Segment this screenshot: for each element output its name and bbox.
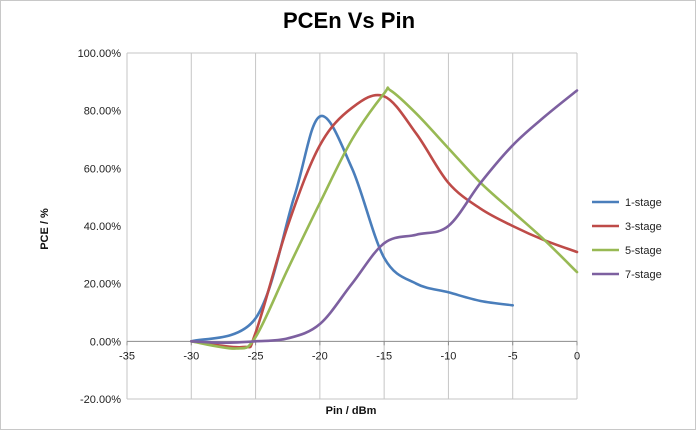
- x-tick-label: -35: [119, 350, 135, 362]
- chart-title: PCEn Vs Pin: [283, 8, 415, 33]
- legend-label-7-stage: 7-stage: [625, 269, 662, 281]
- legend: 1-stage 3-stage 5-stage 7-stage: [592, 197, 662, 281]
- series-line-7-stage: [190, 89, 579, 345]
- y-tick-label: 20.00%: [84, 279, 122, 291]
- x-tick-label: 0: [574, 350, 580, 362]
- x-tick-label: -5: [508, 350, 518, 362]
- series-line-1-stage: [190, 114, 514, 343]
- x-axis-ticks: -35 -30 -25 -20 -15 -10 -5 0: [119, 350, 580, 362]
- x-axis-label: Pin / dBm: [326, 405, 377, 417]
- y-tick-label: 80.00%: [84, 106, 122, 118]
- grid: [126, 52, 578, 400]
- y-tick-label: 0.00%: [90, 336, 121, 348]
- series-line-5-stage: [190, 86, 579, 350]
- y-axis-label: PCE / %: [39, 208, 51, 250]
- x-tick-label: -20: [312, 350, 328, 362]
- y-tick-label: 100.00%: [78, 48, 122, 60]
- series-group: [190, 86, 579, 350]
- series-line-3-stage: [190, 93, 579, 349]
- y-tick-label: 40.00%: [84, 221, 122, 233]
- x-tick-label: -25: [248, 350, 264, 362]
- x-tick-label: -15: [376, 350, 392, 362]
- y-axis-ticks: -20.00% 0.00% 20.00% 40.00% 60.00% 80.00% 100.…: [78, 48, 122, 406]
- x-tick-label: -10: [440, 350, 456, 362]
- y-tick-label: -20.00%: [80, 394, 121, 406]
- legend-label-3-stage: 3-stage: [625, 221, 662, 233]
- legend-label-1-stage: 1-stage: [625, 197, 662, 209]
- x-tick-label: -30: [183, 350, 199, 362]
- legend-label-5-stage: 5-stage: [625, 245, 662, 257]
- y-tick-label: 60.00%: [84, 163, 122, 175]
